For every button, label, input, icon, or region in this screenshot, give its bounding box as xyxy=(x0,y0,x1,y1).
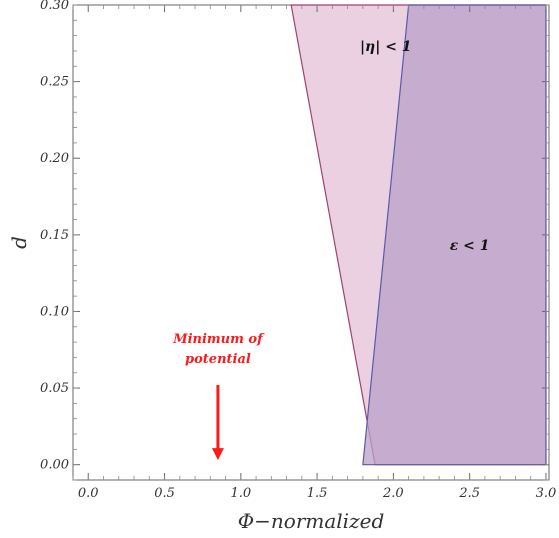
y-axis-label: d xyxy=(7,236,31,249)
y-tick-label: 0.10 xyxy=(40,304,69,319)
x-axis-label: Φ−normalized xyxy=(238,509,385,533)
x-tick-label: 0.0 xyxy=(78,486,99,501)
x-tick-label: 1.0 xyxy=(230,486,251,501)
region-label: |η| < 1 xyxy=(360,39,412,55)
region-label: ε < 1 xyxy=(450,238,490,254)
x-tick-label: 2.0 xyxy=(382,486,404,501)
y-tick-label: 0.25 xyxy=(40,75,69,90)
y-tick-label: 0.30 xyxy=(40,0,69,13)
annotation-text: potential xyxy=(185,352,251,367)
annotation-text: Minimum of xyxy=(172,332,265,347)
arrow-head xyxy=(211,448,224,461)
x-tick-label: 0.5 xyxy=(154,486,175,501)
y-tick-label: 0.15 xyxy=(40,228,69,243)
x-tick-label: 1.5 xyxy=(307,486,328,501)
y-tick-label: 0.20 xyxy=(40,151,69,166)
x-tick-label: 2.5 xyxy=(458,486,480,501)
y-tick-label: 0.00 xyxy=(40,458,69,473)
x-tick-label: 3.0 xyxy=(536,486,557,501)
y-tick-label: 0.05 xyxy=(40,381,69,396)
